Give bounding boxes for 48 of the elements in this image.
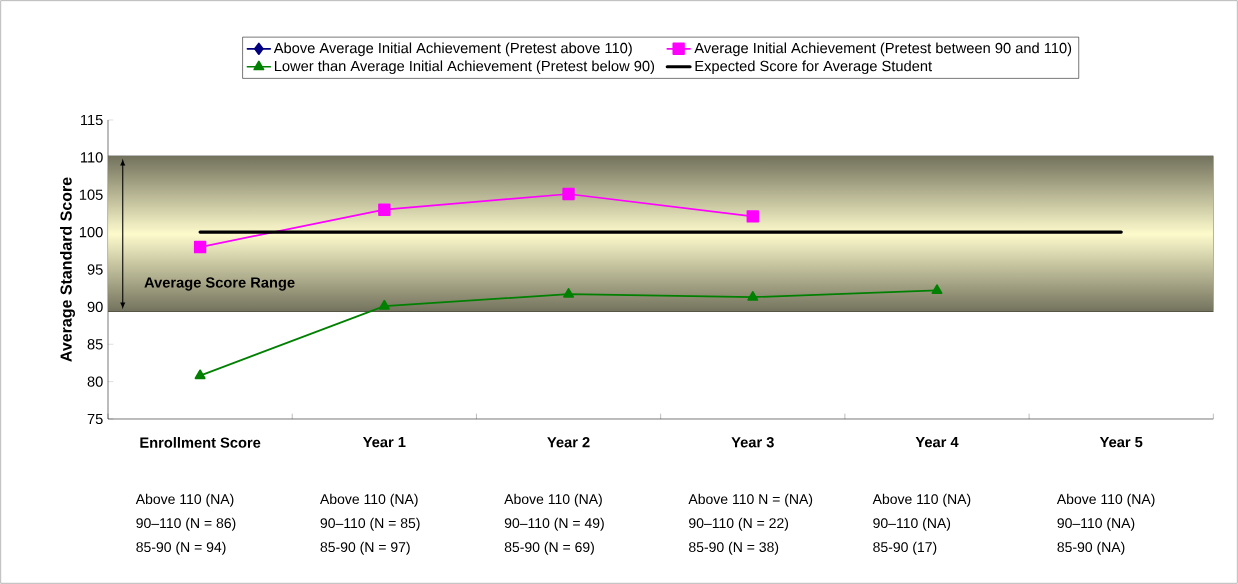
text: Above 110 N = (NA) (688, 493, 813, 507)
x-tick-label: Year 3 (731, 437, 774, 448)
y-tick-label: 90 (87, 301, 103, 313)
legend-label: Average Initial Achievement (Pretest between 90 and 110) (694, 42, 1072, 57)
y-tick-label: 110 (81, 152, 103, 163)
text: 85-90 (NA) (1057, 541, 1125, 555)
text: Above 110 (NA) (1056, 493, 1155, 507)
text: 90–110 (N = 49) (504, 517, 604, 531)
point (378, 203, 391, 216)
legend-label: Above Average Initial Achievement (Pretest above 110) (273, 42, 632, 57)
x-tick-label: Year 5 (1099, 437, 1143, 448)
band-label: Average Score Range (144, 277, 295, 291)
x-tick-label: Year 4 (915, 437, 959, 448)
point (746, 210, 759, 223)
text: 90–110 (NA) (873, 517, 951, 531)
x-tick-label: Year 1 (362, 437, 406, 448)
legend-label: Expected Score for Average Student (695, 60, 932, 75)
text: 90–110 (NA) (1057, 517, 1135, 531)
text: Above 110 (NA) (135, 493, 234, 507)
point (193, 240, 207, 254)
y-tick-label: 100 (79, 226, 103, 238)
y-tick-label: 95 (87, 264, 103, 275)
y-tick-label: 80 (87, 376, 103, 387)
point (563, 287, 575, 298)
text: Above 110 (NA) (504, 493, 602, 507)
text: 85-90 (N = 38) (689, 541, 779, 555)
y-tick-label: 115 (81, 114, 103, 126)
text: 90–110 (N = 86) (136, 517, 236, 531)
text: Above 110 (NA) (872, 493, 971, 507)
point (194, 369, 206, 380)
text: 85-90 (17) (873, 541, 937, 555)
y-axis-title: Average Standard Score (60, 177, 76, 362)
y-tick-label: 85 (87, 339, 103, 350)
x-tick-label: Enrollment Score (140, 437, 261, 448)
text: 85-90 (N = 94) (136, 541, 226, 555)
text: 85-90 (N = 97) (320, 541, 410, 555)
text: Above 110 (NA) (319, 493, 418, 507)
point (562, 187, 575, 201)
text: 85-90 (N = 69) (504, 541, 594, 555)
text: 90–110 (N = 22) (689, 517, 789, 531)
y-tick-label: 75 (87, 413, 103, 425)
x-tick-label: Year 2 (547, 437, 590, 448)
point (378, 299, 390, 310)
point (747, 290, 759, 301)
text: 90–110 (N = 85) (320, 517, 420, 531)
point (931, 284, 943, 294)
legend-label: Lower than Average Initial Achievement (Pretest below 90) (274, 60, 655, 75)
y-tick-label: 105 (79, 189, 103, 200)
